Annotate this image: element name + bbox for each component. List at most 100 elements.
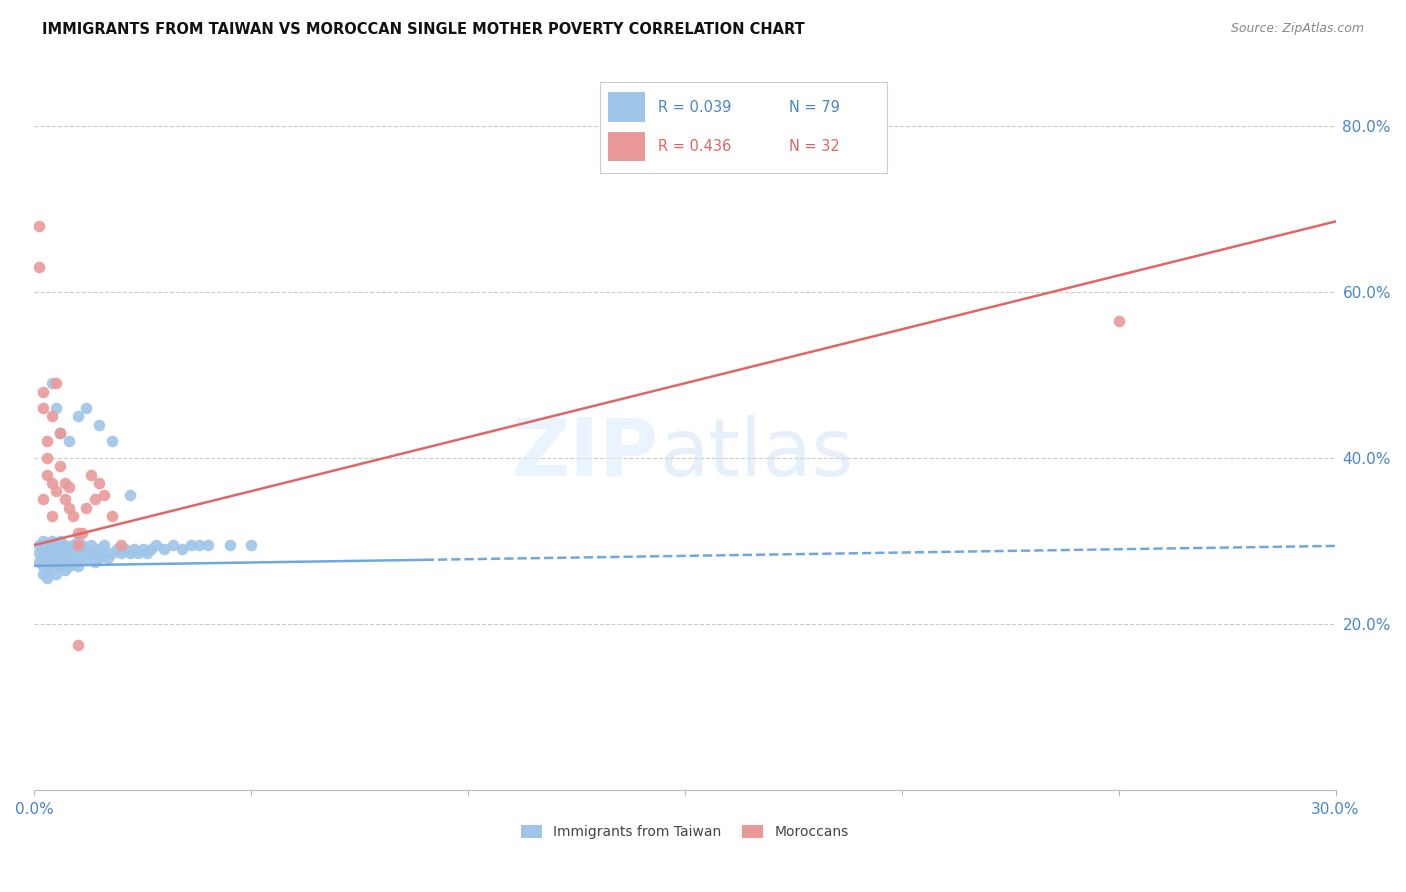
Point (80, 546, 103, 560)
Point (188, 538, 211, 552)
Point (45, 567, 67, 582)
Point (75, 550, 97, 565)
Point (32, 550, 55, 565)
Point (45, 546, 67, 560)
Point (49, 425, 72, 440)
Text: ZIP: ZIP (512, 415, 659, 493)
Point (93, 488, 115, 502)
Point (49, 459, 72, 474)
Point (58, 434, 80, 449)
Point (118, 488, 141, 502)
Point (37, 563, 59, 577)
Point (41, 542, 63, 557)
Point (162, 538, 184, 552)
Point (58, 500, 80, 515)
Point (53, 563, 76, 577)
Point (45, 401, 67, 416)
Point (49, 425, 72, 440)
Point (62, 509, 84, 524)
Point (45, 555, 67, 569)
Point (89, 542, 111, 557)
Point (32, 401, 55, 416)
Point (66, 533, 89, 548)
Point (62, 546, 84, 560)
Point (118, 546, 141, 560)
Point (93, 538, 115, 552)
Point (110, 538, 132, 552)
Point (37, 546, 59, 560)
Point (28, 555, 51, 569)
Point (105, 542, 128, 557)
Point (37, 571, 59, 585)
Point (89, 550, 111, 565)
Point (101, 509, 124, 524)
Point (62, 538, 84, 552)
Point (70, 525, 93, 540)
Point (218, 538, 240, 552)
Point (58, 558, 80, 573)
Point (32, 492, 55, 507)
Point (37, 434, 59, 449)
FancyBboxPatch shape (600, 81, 887, 173)
Point (110, 546, 132, 560)
Point (84, 546, 107, 560)
Point (41, 509, 63, 524)
Point (66, 558, 89, 573)
Point (32, 533, 55, 548)
Point (62, 555, 84, 569)
Point (41, 558, 63, 573)
Text: R = 0.436: R = 0.436 (658, 139, 731, 154)
Point (66, 409, 89, 424)
Point (32, 542, 55, 557)
Point (37, 450, 59, 465)
Point (66, 638, 89, 652)
Text: Source: ZipAtlas.com: Source: ZipAtlas.com (1230, 22, 1364, 36)
Point (58, 550, 80, 565)
Point (1108, 314, 1130, 328)
Point (93, 546, 115, 560)
Point (49, 558, 72, 573)
Text: IMMIGRANTS FROM TAIWAN VS MOROCCAN SINGLE MOTHER POVERTY CORRELATION CHART: IMMIGRANTS FROM TAIWAN VS MOROCCAN SINGL… (42, 22, 804, 37)
Point (41, 475, 63, 490)
Point (37, 538, 59, 552)
Point (180, 538, 202, 552)
Point (58, 480, 80, 494)
Point (170, 542, 193, 557)
Point (132, 542, 155, 557)
Point (49, 542, 72, 557)
Point (80, 538, 103, 552)
Point (32, 384, 55, 399)
Point (53, 546, 76, 560)
Point (49, 533, 72, 548)
Point (28, 219, 51, 233)
Point (66, 550, 89, 565)
Point (153, 542, 176, 557)
Point (70, 538, 93, 552)
Point (101, 546, 124, 560)
Point (45, 484, 67, 499)
Point (136, 546, 159, 560)
Point (84, 555, 107, 569)
Point (41, 550, 63, 565)
Point (53, 555, 76, 569)
Text: atlas: atlas (659, 415, 853, 493)
Legend: Immigrants from Taiwan, Moroccans: Immigrants from Taiwan, Moroccans (516, 820, 853, 845)
Point (114, 542, 136, 557)
Point (32, 558, 55, 573)
Point (45, 538, 67, 552)
Point (53, 492, 76, 507)
Point (58, 542, 80, 557)
FancyBboxPatch shape (609, 132, 644, 161)
Point (32, 567, 55, 582)
Point (28, 546, 51, 560)
Point (89, 417, 111, 432)
Point (66, 538, 89, 552)
Point (53, 538, 76, 552)
Point (75, 500, 97, 515)
Point (80, 467, 103, 482)
Point (53, 475, 76, 490)
Text: N = 79: N = 79 (789, 100, 839, 114)
Point (41, 409, 63, 424)
Point (145, 538, 167, 552)
Point (127, 546, 149, 560)
